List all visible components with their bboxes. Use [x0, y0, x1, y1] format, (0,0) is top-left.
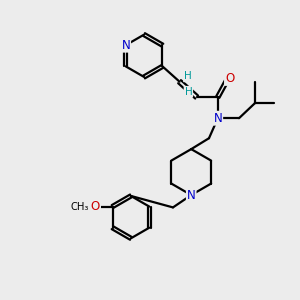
Text: CH₃: CH₃	[71, 202, 89, 212]
Text: N: N	[122, 39, 130, 52]
Text: N: N	[214, 112, 222, 125]
Text: N: N	[187, 188, 196, 202]
Text: H: H	[184, 71, 192, 81]
Text: O: O	[91, 200, 100, 213]
Text: O: O	[225, 72, 234, 85]
Text: H: H	[184, 87, 192, 97]
